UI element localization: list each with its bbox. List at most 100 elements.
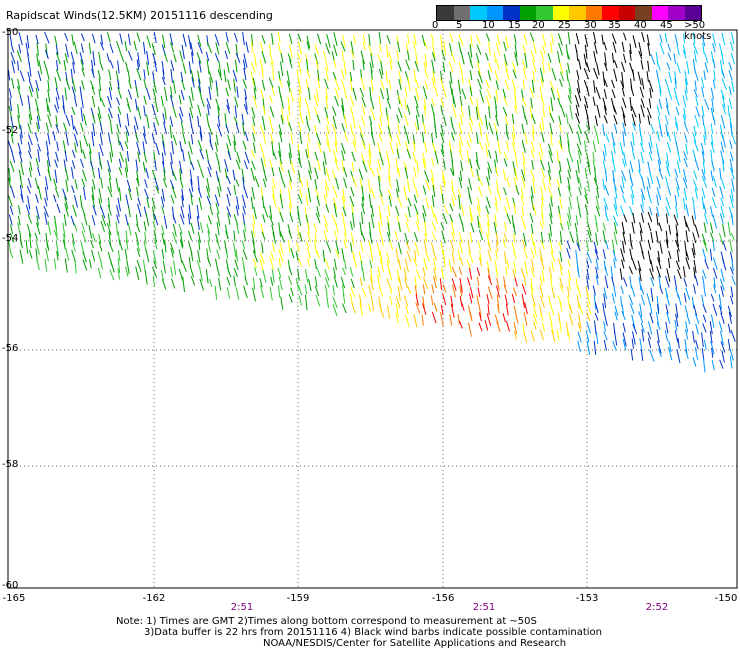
wind-barb	[136, 32, 141, 42]
wind-barb	[343, 89, 348, 100]
wind-barb	[476, 276, 480, 287]
wind-barb	[667, 258, 671, 269]
wind-barb	[53, 178, 58, 189]
wind-barb	[520, 187, 524, 199]
wind-barb	[657, 151, 662, 165]
wind-barb	[145, 213, 150, 226]
wind-barb	[530, 248, 535, 260]
wind-barb	[243, 160, 248, 170]
wind-barb	[586, 62, 591, 73]
wind-barb	[540, 186, 544, 201]
wind-barb	[728, 70, 733, 81]
wind-barb	[701, 115, 705, 126]
wind-barb	[127, 69, 131, 81]
wind-barb	[659, 34, 663, 44]
wind-barb	[494, 70, 499, 81]
wind-barb	[172, 231, 177, 244]
wind-barb	[441, 267, 444, 279]
wind-barb	[458, 320, 463, 329]
wind-barb	[558, 170, 562, 184]
wind-barb	[164, 52, 168, 63]
wind-barb	[469, 211, 473, 223]
wind-barb	[682, 95, 687, 108]
wind-barb	[413, 41, 416, 52]
wind-barb	[721, 350, 725, 363]
wind-barb	[90, 80, 95, 90]
wind-barb	[541, 322, 546, 332]
wind-barb	[414, 60, 419, 72]
wind-barb	[349, 123, 354, 136]
wind-barb	[19, 95, 24, 106]
wind-barb	[486, 176, 490, 186]
wind-barb	[630, 141, 634, 151]
wind-barb	[379, 287, 384, 297]
wind-barb	[233, 213, 239, 226]
wind-barb	[118, 158, 122, 168]
wind-barb	[531, 60, 537, 72]
wind-barb	[449, 80, 453, 95]
wind-barb	[504, 79, 510, 91]
wind-barb	[540, 312, 544, 321]
wind-barb	[506, 259, 510, 269]
wind-barb	[551, 33, 554, 45]
wind-barb	[592, 96, 596, 107]
wind-barb	[81, 68, 85, 77]
wind-barb	[602, 151, 606, 162]
wind-barb	[567, 32, 571, 45]
wind-barb	[271, 141, 274, 156]
wind-barb	[620, 205, 625, 217]
wind-barb	[612, 215, 618, 227]
wind-barb	[207, 215, 212, 225]
wind-barb	[594, 312, 599, 321]
wind-barb	[55, 69, 62, 82]
wind-barb	[549, 122, 553, 135]
wind-barb	[638, 268, 642, 282]
wind-barb	[341, 123, 346, 133]
wind-barb	[413, 194, 418, 204]
wind-barb	[92, 50, 96, 66]
wind-barb	[198, 78, 202, 93]
wind-barb	[730, 266, 734, 275]
wind-barb	[694, 313, 700, 324]
wind-barb	[161, 249, 165, 260]
wind-barb	[612, 142, 616, 154]
wind-barb	[133, 40, 137, 51]
wind-barb	[370, 97, 375, 110]
wind-barb	[530, 97, 533, 109]
wind-barb	[11, 77, 15, 89]
wind-barb	[162, 260, 166, 274]
lon-label-165: -165	[2, 593, 26, 604]
wind-barb	[314, 53, 319, 65]
wind-barb	[262, 269, 267, 283]
wind-barb	[369, 260, 373, 269]
wind-barb	[269, 95, 273, 104]
wind-barb	[197, 140, 203, 152]
wind-barb	[694, 275, 699, 286]
wind-barb	[710, 87, 715, 100]
wind-barb	[25, 204, 30, 215]
wind-barb	[674, 122, 679, 132]
wind-barb	[469, 86, 473, 97]
wind-barb	[665, 275, 670, 288]
wind-barb	[98, 188, 103, 203]
wind-barb	[206, 177, 210, 192]
wind-barb	[71, 149, 76, 158]
wind-barb	[278, 124, 283, 136]
wind-barb	[100, 206, 106, 219]
wind-barb	[558, 115, 562, 126]
wind-barb	[497, 140, 501, 155]
wind-barb	[665, 206, 670, 216]
wind-barb	[702, 323, 707, 333]
wind-barb	[650, 53, 656, 65]
wind-barb	[244, 97, 248, 110]
wind-barb	[720, 177, 726, 190]
wind-barb	[639, 284, 645, 296]
wind-barb	[458, 194, 461, 210]
wind-barb	[314, 285, 320, 297]
wind-barb	[613, 258, 616, 269]
wind-barb	[423, 98, 427, 110]
wind-barb	[8, 195, 13, 207]
wind-barb	[358, 124, 364, 137]
wind-barb	[584, 167, 588, 179]
wind-barb	[306, 41, 310, 51]
